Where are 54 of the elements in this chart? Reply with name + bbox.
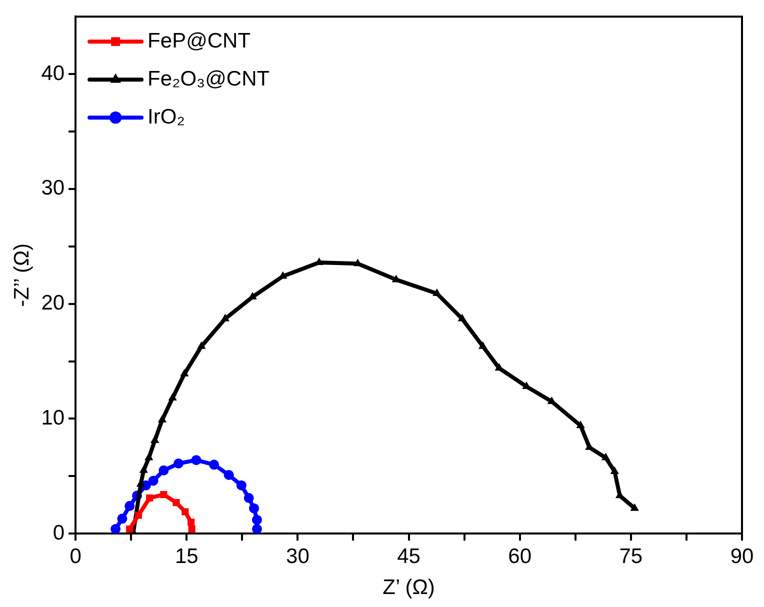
point bbox=[220, 314, 230, 322]
point bbox=[180, 368, 189, 376]
point bbox=[144, 452, 154, 460]
point bbox=[236, 480, 246, 490]
point bbox=[252, 524, 262, 534]
legend-label: IrO₂ bbox=[148, 105, 185, 128]
y-tick-label: 20 bbox=[41, 292, 65, 315]
point bbox=[478, 341, 488, 349]
x-axis-title: Z’ (Ω) bbox=[382, 576, 435, 600]
point bbox=[188, 525, 196, 533]
x-tick-label: 0 bbox=[70, 544, 82, 568]
legend-label: FeP@CNT bbox=[148, 29, 251, 52]
point bbox=[252, 514, 262, 525]
point bbox=[197, 341, 206, 349]
point bbox=[209, 460, 220, 470]
point bbox=[224, 470, 234, 480]
point bbox=[172, 499, 180, 506]
point bbox=[630, 503, 639, 511]
x-tick-label: 75 bbox=[619, 544, 643, 568]
point bbox=[601, 452, 610, 460]
point bbox=[173, 458, 184, 469]
point bbox=[134, 512, 142, 519]
point bbox=[168, 393, 177, 401]
point bbox=[432, 288, 442, 296]
point bbox=[458, 314, 466, 322]
y-tick-label: 30 bbox=[41, 176, 65, 200]
y-tick-label: 40 bbox=[41, 62, 65, 85]
point bbox=[160, 491, 168, 498]
legend-label: Fe₂O₃@CNT bbox=[148, 67, 270, 90]
point bbox=[244, 492, 254, 503]
point bbox=[124, 501, 135, 512]
point bbox=[158, 414, 167, 422]
point bbox=[249, 503, 260, 514]
point bbox=[110, 524, 121, 534]
x-tick-label: 60 bbox=[508, 544, 532, 568]
point bbox=[117, 514, 128, 524]
point bbox=[158, 465, 169, 476]
point bbox=[182, 508, 189, 516]
point bbox=[191, 455, 202, 466]
point bbox=[139, 465, 148, 473]
point bbox=[188, 518, 195, 526]
y-axis-title: -Z’’ (Ω) bbox=[10, 243, 34, 307]
point bbox=[150, 436, 160, 444]
y-tick-label: 10 bbox=[41, 406, 65, 430]
point bbox=[146, 494, 154, 502]
x-tick-label: 30 bbox=[286, 544, 310, 568]
x-tick-label: 90 bbox=[730, 544, 754, 568]
y-tick-label: 0 bbox=[52, 521, 65, 544]
x-tick-label: 45 bbox=[397, 544, 420, 568]
point bbox=[610, 466, 619, 474]
point bbox=[126, 525, 134, 533]
point bbox=[576, 420, 585, 428]
point bbox=[148, 476, 158, 486]
x-tick-label: 15 bbox=[174, 544, 198, 568]
